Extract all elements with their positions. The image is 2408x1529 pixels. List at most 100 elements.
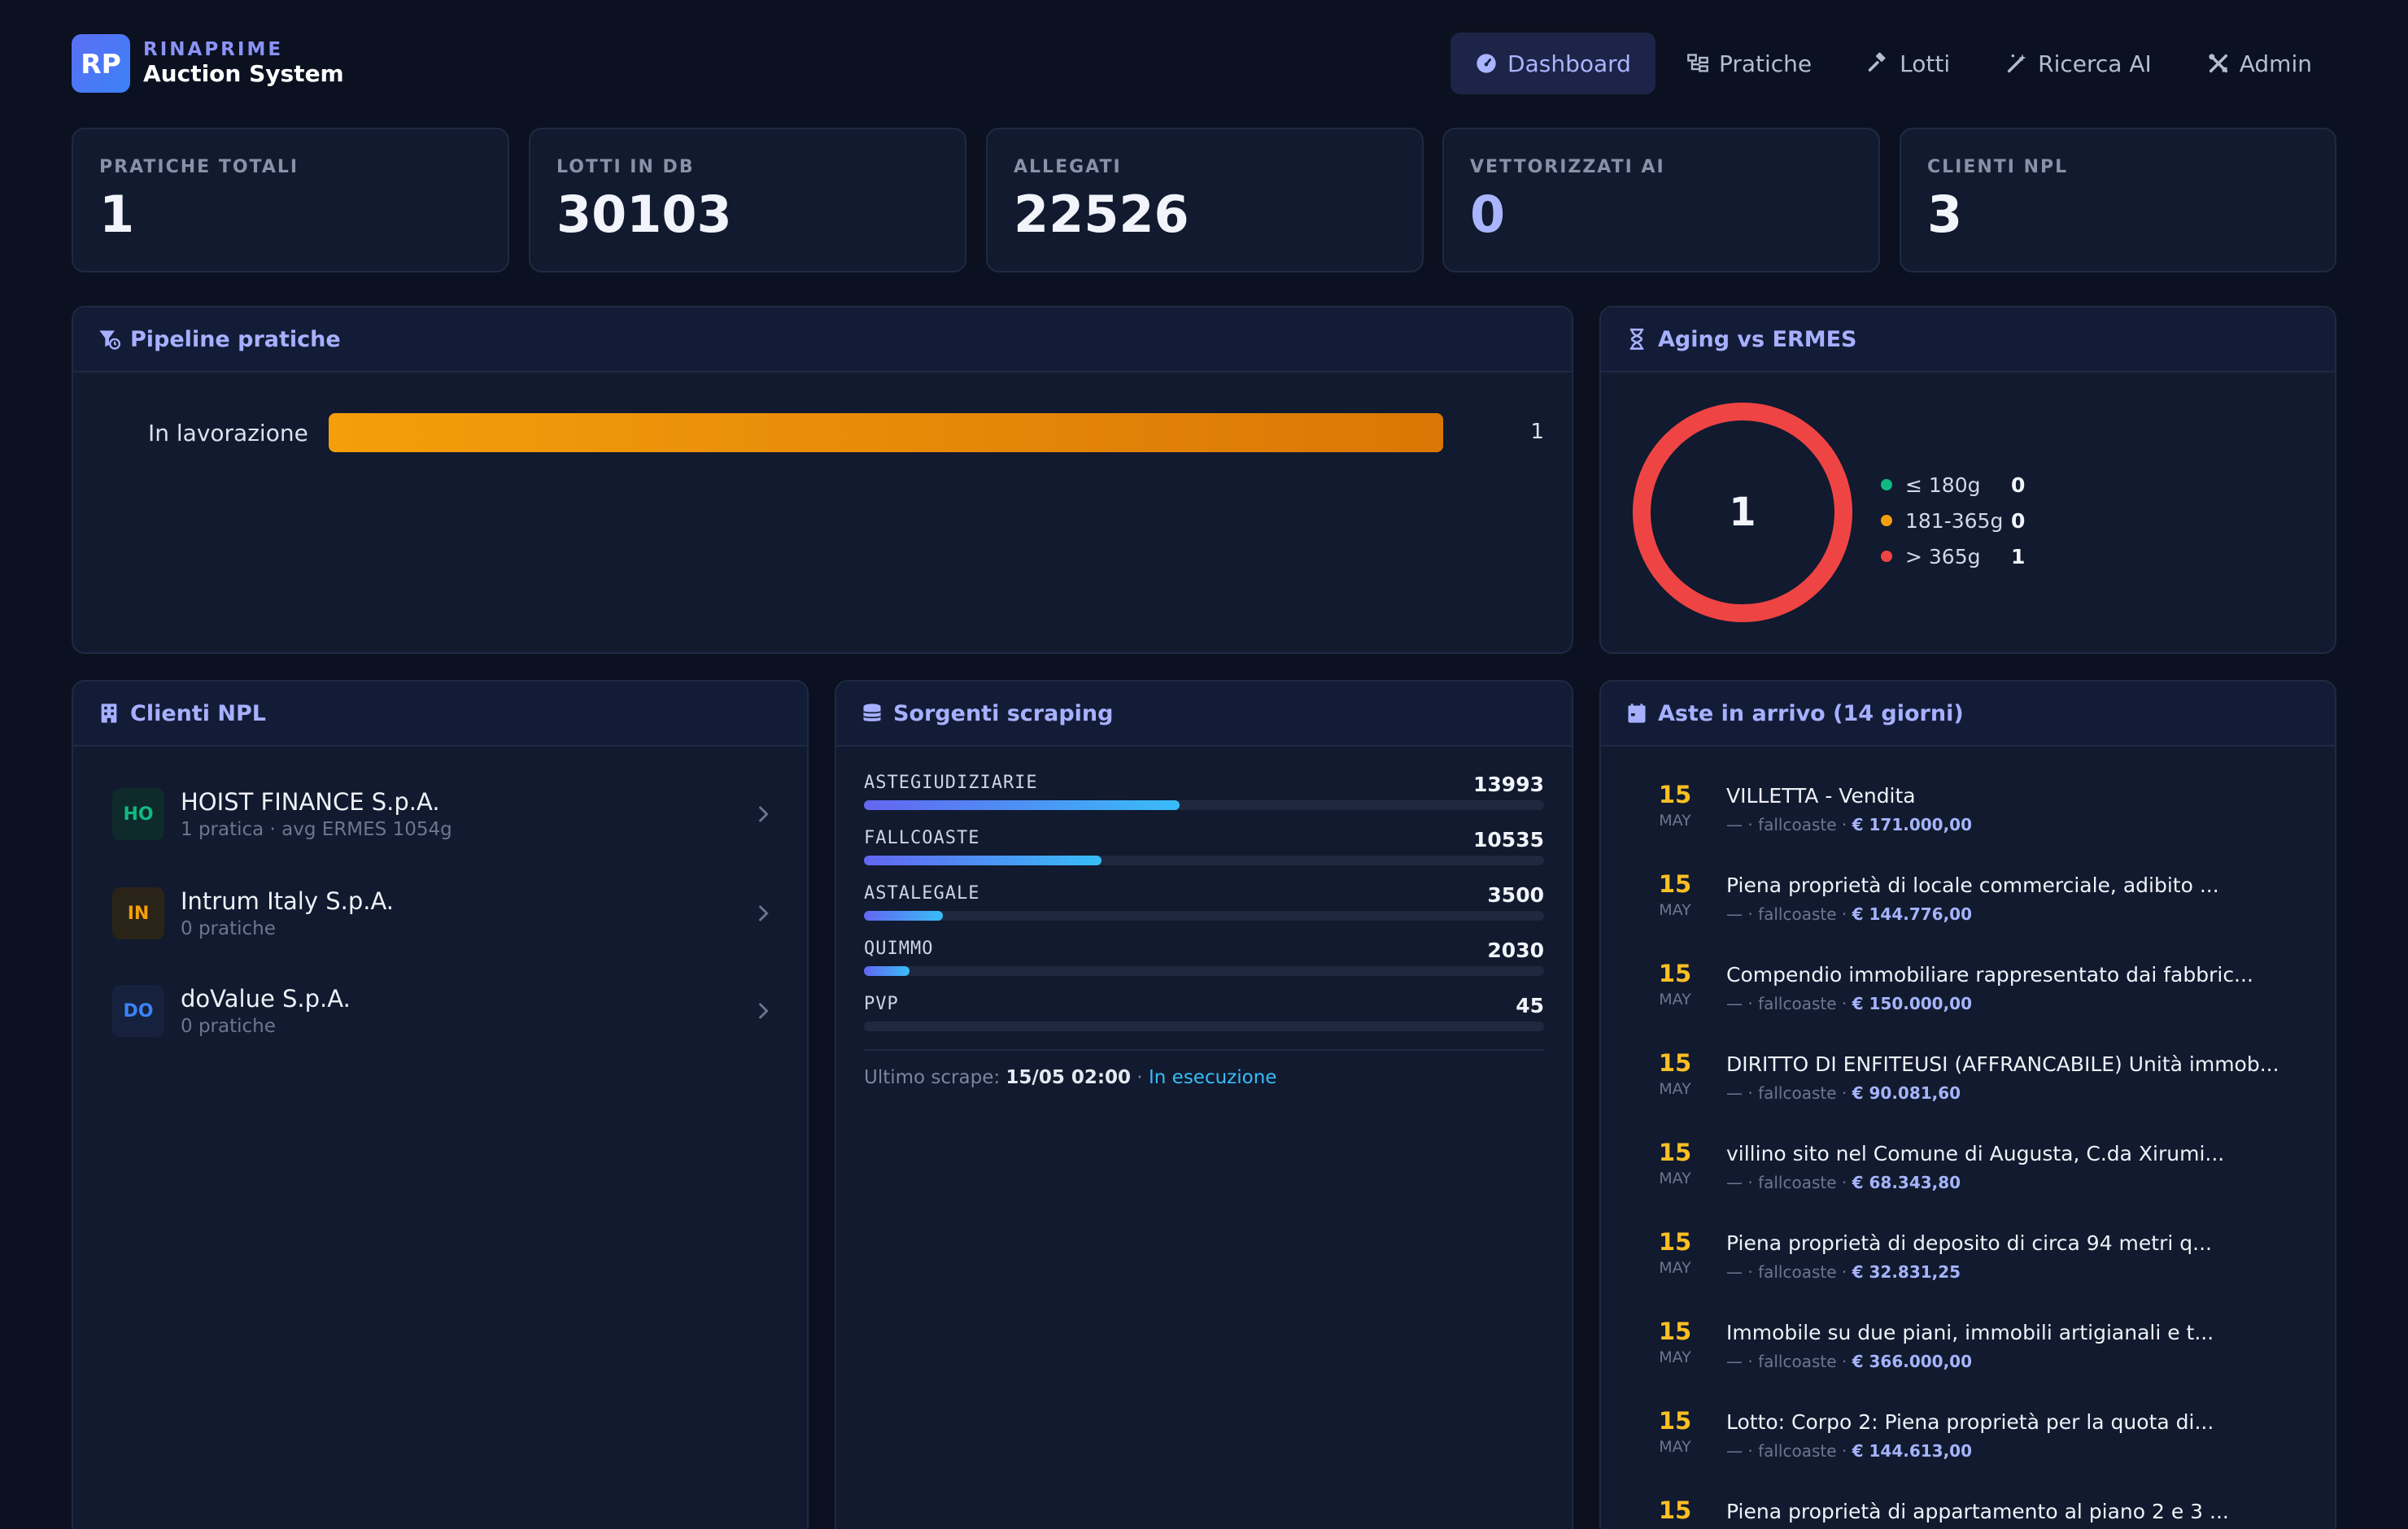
client-subtitle: 0 pratiche xyxy=(181,918,276,939)
nav-pratiche-label: Pratiche xyxy=(1718,50,1813,77)
auction-title: villino sito nel Comune di Augusta, C.da… xyxy=(1726,1142,2225,1165)
auction-day: 15 xyxy=(1658,1318,1692,1345)
auction-month: MAY xyxy=(1659,812,1691,830)
client-avatar: DO xyxy=(112,985,164,1037)
auction-month: MAY xyxy=(1655,1527,1695,1529)
source-bar-fill xyxy=(864,966,910,976)
auction-day: 15 xyxy=(1658,1049,1692,1077)
source-count: 10535 xyxy=(1473,828,1544,852)
auction-day: 15 xyxy=(1658,1407,1692,1435)
main-nav: Dashboard Pratiche Lotti Ricerca AI Admi… xyxy=(1450,33,2336,94)
auction-month: MAY xyxy=(1659,991,1691,1008)
auction-day: 15 xyxy=(1658,1228,1692,1256)
client-item[interactable]: IN Intrum Italy S.p.A. 0 pratiche xyxy=(112,869,774,958)
source-bar-track xyxy=(864,856,1544,865)
pipeline-stage-count: 1 xyxy=(1530,420,1544,444)
panel-header: Sorgenti scraping xyxy=(836,682,1572,747)
nav-pratiche[interactable]: Pratiche xyxy=(1662,33,1836,94)
auction-source: — · fallcoaste · xyxy=(1726,1262,1852,1282)
stat-label: ALLEGATI xyxy=(1014,157,1122,177)
auction-title: Immobile su due piani, immobili artigian… xyxy=(1726,1321,2214,1344)
auction-item[interactable]: 15 MAY Immobile su due piani, immobili art… xyxy=(1655,1318,2310,1391)
auction-price: € 150.000,00 xyxy=(1852,994,1973,1013)
brand-subtitle: RINAPRIME xyxy=(143,39,284,60)
auction-title: Piena proprietà di appartamento al piano… xyxy=(1726,1500,2229,1523)
brand[interactable]: RP RINAPRIME Auction System xyxy=(72,34,344,93)
legend-label: > 365g xyxy=(1905,544,1981,568)
auction-item[interactable]: 15 MAY VILLETTA - Vendita — · fallcoaste · … xyxy=(1655,781,2310,854)
auction-day: 15 xyxy=(1658,960,1692,987)
auction-day: 15 xyxy=(1658,1496,1692,1524)
last-scrape-status: Ultimo scrape: 15/05 02:00 · In esecuzio… xyxy=(864,1067,1276,1088)
source-bar-track xyxy=(864,966,1544,976)
brand-logo: RP xyxy=(72,34,130,93)
nav-ricerca-ai-label: Ricerca AI xyxy=(2038,50,2152,77)
stat-label: PRATICHE TOTALI xyxy=(99,157,299,177)
calendar-icon xyxy=(1628,704,1646,723)
stat-card-clienti-npl: CLIENTI NPL 3 xyxy=(1900,128,2336,272)
legend-label: 181-365g xyxy=(1905,508,2004,533)
auction-meta: — · fallcoaste · € 366.000,00 xyxy=(1726,1352,1972,1371)
legend-item: > 365g 1 xyxy=(1881,538,2025,574)
client-name: Intrum Italy S.p.A. xyxy=(181,887,395,915)
aging-donut-chart xyxy=(1633,403,1852,622)
clients-panel: Clienti NPL HO HOIST FINANCE S.p.A. 1 pr… xyxy=(72,680,809,1529)
auction-month: MAY xyxy=(1659,1259,1691,1277)
auction-price: € 366.000,00 xyxy=(1852,1352,1973,1371)
auction-item[interactable]: 15 MAY villino sito nel Comune di Augusta,… xyxy=(1655,1139,2310,1212)
funnel-icon xyxy=(99,330,120,350)
stat-card-pratiche-totali: PRATICHE TOTALI 1 xyxy=(72,128,509,272)
source-row: ASTALEGALE 3500 xyxy=(864,883,1544,939)
source-row: PVP 45 xyxy=(864,994,1544,1049)
chevron-right-icon xyxy=(759,806,769,822)
nav-lotti-label: Lotti xyxy=(1900,50,1951,77)
auction-price: € 32.831,25 xyxy=(1852,1262,1961,1282)
brand-title: Auction System xyxy=(143,60,344,87)
panel-header: Aste in arrivo (14 giorni) xyxy=(1601,682,2335,747)
stat-card-allegati: ALLEGATI 22526 xyxy=(986,128,1424,272)
aging-legend: ≤ 180g 0 181-365g 0 > 365g 1 xyxy=(1881,467,2025,574)
sources-panel: Sorgenti scraping ASTEGIUDIZIARIE 13993 … xyxy=(835,680,1573,1529)
hourglass-icon xyxy=(1629,329,1644,350)
auction-item[interactable]: 15 MAY Compendio immobiliare rappresentato… xyxy=(1655,960,2310,1033)
chevron-right-icon xyxy=(759,905,769,921)
auction-item[interactable]: 15 MAY Piena proprietà di appartamento al … xyxy=(1655,1496,2310,1529)
nav-lotti[interactable]: Lotti xyxy=(1843,33,1974,94)
auction-title: VILLETTA - Vendita xyxy=(1726,784,1916,808)
pipeline-row[interactable]: In lavorazione 1 xyxy=(148,413,1547,454)
source-name: ASTALEGALE xyxy=(864,883,980,904)
last-scrape-label: Ultimo scrape: xyxy=(864,1067,1001,1088)
legend-dot xyxy=(1881,479,1892,490)
auction-meta: — · fallcoaste · € 90.081,60 xyxy=(1726,1083,1961,1103)
source-bar-fill xyxy=(864,856,1101,865)
auction-item[interactable]: 15 MAY Piena proprietà di locale commercia… xyxy=(1655,870,2310,943)
scrape-running-status: In esecuzione xyxy=(1149,1067,1277,1088)
legend-value: 0 xyxy=(2011,508,2026,533)
source-name: ASTEGIUDIZIARIE xyxy=(864,773,1038,793)
source-row: ASTEGIUDIZIARIE 13993 xyxy=(864,773,1544,828)
panel-title: Pipeline pratiche xyxy=(130,326,341,352)
folder-tree-icon xyxy=(1687,54,1708,72)
aging-donut-ring xyxy=(1633,403,1852,622)
nav-dashboard[interactable]: Dashboard xyxy=(1450,33,1656,94)
auction-item[interactable]: 15 MAY DIRITTO DI ENFITEUSI (AFFRANCABILE)… xyxy=(1655,1049,2310,1122)
auction-source: — · fallcoaste · xyxy=(1726,1352,1852,1371)
panel-title: Sorgenti scraping xyxy=(893,700,1114,726)
client-item[interactable]: HO HOIST FINANCE S.p.A. 1 pratica · avg … xyxy=(112,769,774,859)
auction-month: MAY xyxy=(1659,901,1691,919)
nav-admin[interactable]: Admin xyxy=(2183,33,2336,94)
tools-icon xyxy=(2209,54,2227,73)
stat-label: LOTTI IN DB xyxy=(556,157,695,177)
panel-title: Aste in arrivo (14 giorni) xyxy=(1658,700,1964,726)
auction-meta: — · fallcoaste · € 150.000,00 xyxy=(1726,994,1972,1013)
auction-source: — · fallcoaste · xyxy=(1726,1083,1852,1103)
auction-item[interactable]: 15 MAY Piena proprietà di deposito di circ… xyxy=(1655,1228,2310,1301)
auction-item[interactable]: 15 MAY Lotto: Corpo 2: Piena proprietà per… xyxy=(1655,1407,2310,1480)
source-bar-track xyxy=(864,800,1544,810)
source-bar-fill xyxy=(864,800,1180,810)
client-item[interactable]: DO doValue S.p.A. 0 pratiche xyxy=(112,966,774,1056)
legend-dot xyxy=(1881,515,1892,526)
nav-ricerca-ai[interactable]: Ricerca AI xyxy=(1981,33,2176,94)
auction-price: € 144.776,00 xyxy=(1852,904,1973,924)
auction-price: € 90.081,60 xyxy=(1852,1083,1961,1103)
